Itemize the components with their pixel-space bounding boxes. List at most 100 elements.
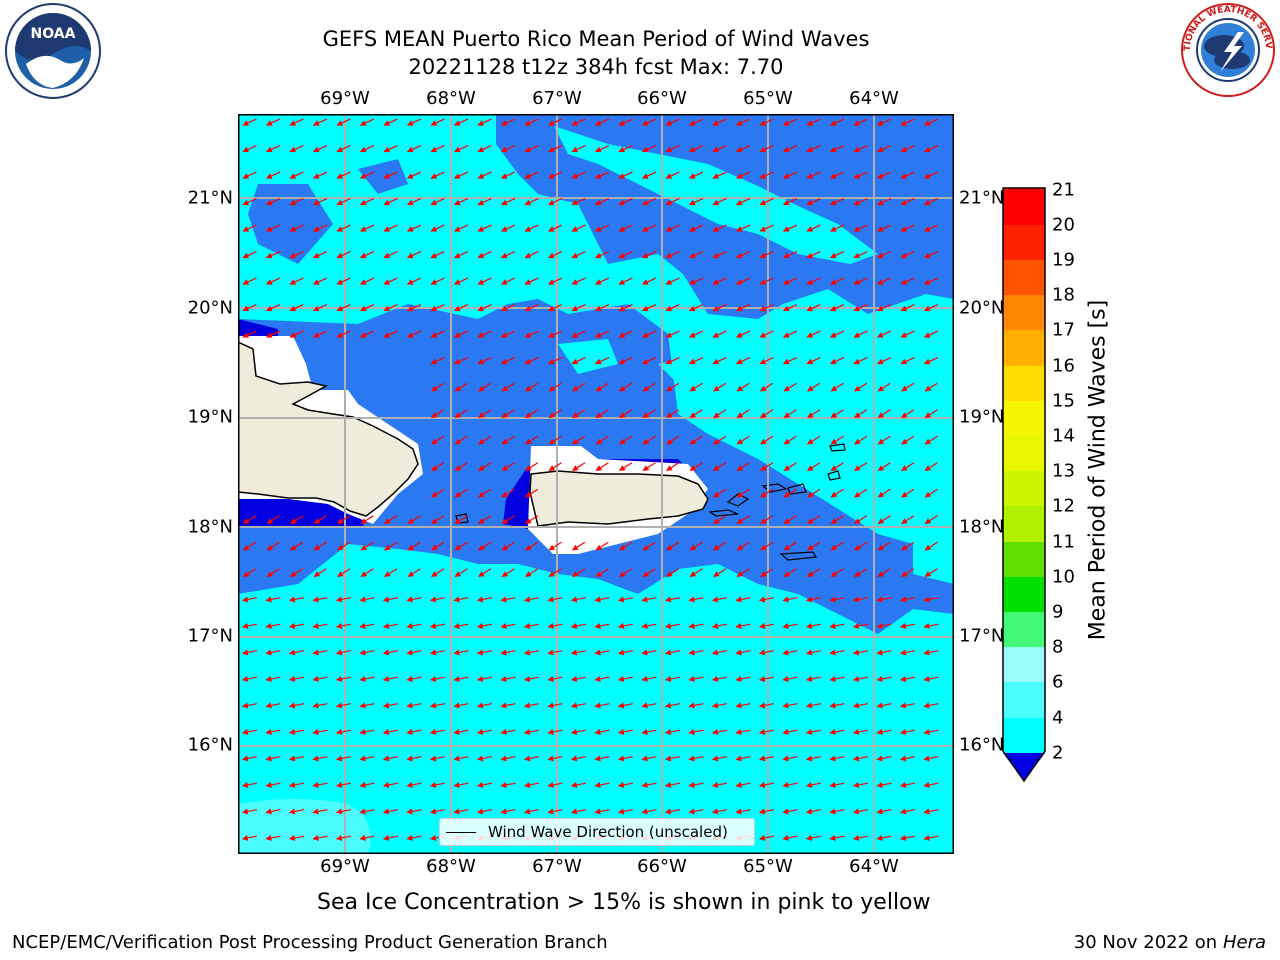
colorbar-tick: 9 — [1052, 601, 1064, 623]
wind-wave-arrow-head — [806, 305, 814, 312]
wind-wave-arrow-head — [453, 173, 461, 179]
wind-wave-arrow-head — [735, 120, 743, 126]
wind-wave-arrow-head — [900, 571, 908, 578]
wind-wave-arrow-head — [336, 146, 344, 153]
wind-wave-arrow-head — [241, 755, 249, 762]
wind-wave-arrow-head — [642, 544, 650, 551]
wind-wave-arrow-head — [853, 385, 861, 392]
lon-label-bottom: 64°W — [849, 856, 899, 877]
colorbar-tick: 11 — [1052, 531, 1075, 553]
footer-machine: Hera — [1222, 932, 1266, 953]
wind-wave-arrow-head — [500, 199, 508, 206]
wind-wave-arrow-head — [548, 544, 556, 551]
wind-wave-arrow-head — [406, 146, 414, 153]
wind-wave-arrow-head — [524, 305, 532, 312]
wind-wave-arrow-head — [571, 252, 579, 259]
wind-wave-arrow-head — [500, 358, 508, 365]
wind-wave-arrow-head — [265, 649, 272, 656]
wind-wave-arrow-head — [289, 332, 297, 338]
wind-wave-arrow-head — [313, 544, 321, 551]
wind-wave-arrow-head — [523, 623, 531, 629]
wind-wave-arrow-head — [736, 544, 744, 551]
wind-wave-arrow-head — [571, 465, 579, 472]
wind-wave-arrow-head — [806, 544, 814, 551]
wind-wave-arrow-head — [618, 544, 626, 551]
wind-wave-arrow-head — [547, 173, 555, 179]
wind-wave-arrow-head — [829, 649, 836, 656]
wind-wave-arrow-head — [335, 596, 343, 603]
wind-wave-arrow-head — [665, 438, 673, 445]
wind-wave-arrow-head — [759, 465, 767, 472]
wind-wave-arrow-head — [665, 385, 673, 392]
wind-wave-arrow-head — [312, 755, 319, 762]
wind-wave-arrow-head — [665, 279, 673, 285]
wind-wave-arrow-head — [923, 120, 931, 126]
wind-wave-arrow-head — [712, 199, 720, 206]
wind-wave-arrow-head — [359, 623, 366, 629]
wind-wave-arrow-head — [242, 226, 250, 232]
wind-wave-arrow-head — [923, 226, 931, 232]
wind-wave-arrow-head — [430, 438, 438, 445]
wind-wave-arrow-head — [900, 465, 908, 472]
wind-wave-arrow-head — [547, 649, 554, 656]
wind-wave-arrow-head — [547, 120, 555, 126]
wind-wave-arrow-head — [900, 544, 908, 551]
wind-wave-arrow-head — [642, 571, 650, 578]
wind-wave-arrow-head — [524, 252, 532, 259]
wind-wave-arrow-head — [453, 702, 460, 709]
wind-wave-arrow-head — [900, 279, 908, 285]
wind-wave-arrow-head — [312, 146, 320, 153]
wind-wave-arrows — [241, 118, 939, 841]
wind-wave-arrow-head — [523, 729, 531, 735]
wind-wave-arrow-head — [359, 146, 367, 153]
colorbar-tick: 12 — [1052, 495, 1075, 517]
wind-wave-arrow-head — [688, 146, 696, 153]
wind-wave-arrow-head — [523, 808, 531, 815]
wind-wave-arrow-head — [570, 649, 578, 656]
wind-wave-arrow-head — [312, 279, 320, 285]
wind-wave-arrow-head — [712, 544, 720, 551]
wind-wave-arrow-head — [500, 808, 507, 815]
colorbar-tick: 19 — [1052, 249, 1075, 271]
wind-wave-arrow-head — [876, 755, 883, 762]
wind-wave-arrow-head — [595, 438, 603, 445]
wind-wave-arrow-head — [641, 358, 649, 365]
wind-wave-arrow-head — [618, 385, 626, 392]
wind-wave-arrow-head — [477, 544, 485, 551]
wind-wave-arrow-head — [477, 226, 485, 232]
wind-wave-arrow-head — [335, 729, 343, 735]
wind-wave-arrow-head — [547, 729, 554, 735]
wind-wave-arrow-head — [712, 146, 720, 153]
land-virgin-islands-5 — [829, 443, 846, 452]
wind-wave-arrow-head — [476, 702, 484, 709]
wind-wave-arrow-head — [735, 596, 742, 603]
wind-wave-arrow-head — [430, 199, 438, 206]
wind-wave-arrow-head — [477, 518, 485, 525]
wind-wave-arrow-head — [876, 252, 884, 259]
wind-wave-arrow-head — [758, 596, 766, 603]
wind-wave-arrow-head — [735, 623, 742, 629]
chart-title: GEFS MEAN Puerto Rico Mean Period of Win… — [322, 27, 870, 51]
wind-wave-arrow-head — [288, 676, 296, 682]
wind-wave-arrow-head — [664, 649, 672, 656]
wind-wave-arrow-head — [924, 518, 932, 525]
wind-wave-arrow-head — [688, 808, 695, 815]
noaa-logo: NOAA — [5, 3, 101, 99]
wind-wave-arrow-head — [758, 729, 766, 735]
wind-wave-arrow-head — [688, 782, 695, 788]
wind-wave-arrow-head — [242, 252, 250, 259]
wind-wave-arrow-head — [689, 571, 697, 578]
wind-wave-arrow-head — [712, 226, 720, 232]
wind-wave-arrow-head — [501, 438, 509, 445]
wind-wave-arrow-head — [923, 623, 930, 629]
wind-wave-arrow-head — [288, 623, 296, 629]
wind-wave-arrow-head — [853, 173, 861, 179]
wind-wave-arrow-head — [642, 412, 650, 419]
wind-wave-arrow-head — [594, 305, 602, 312]
wind-wave-arrow-head — [454, 518, 462, 525]
wind-wave-arrow-head — [900, 305, 908, 312]
wind-wave-arrow-head — [712, 491, 720, 498]
wind-wave-arrow-head — [853, 358, 861, 365]
wind-wave-arrow-head — [382, 755, 390, 762]
wind-wave-arrow-head — [806, 226, 814, 232]
